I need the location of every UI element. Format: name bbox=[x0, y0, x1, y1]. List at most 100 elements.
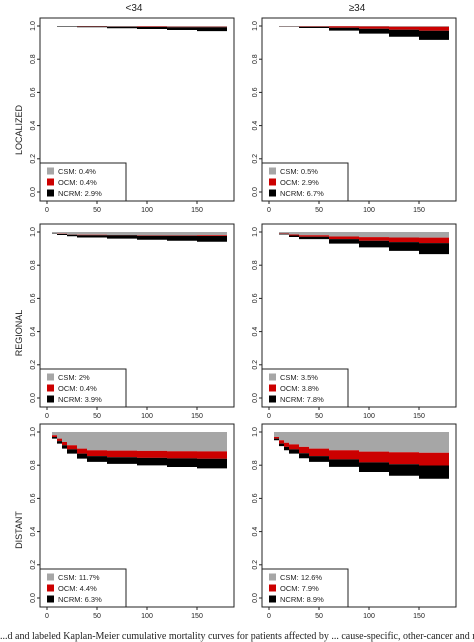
x-tick-label-regional-ge34: 50 bbox=[315, 413, 323, 420]
area-ocm-localized-lt34 bbox=[47, 26, 227, 28]
area-ncrm-localized-lt34 bbox=[47, 26, 227, 33]
legend-label-ncrm: NCRM: 7.8% bbox=[280, 395, 324, 404]
legend-swatch-csm bbox=[269, 167, 276, 175]
legend-label-ncrm: NCRM: 8.9% bbox=[280, 595, 324, 604]
plot-frame-distant-ge34 bbox=[261, 423, 457, 608]
y-tick-label-distant-lt34: 0.8 bbox=[30, 460, 37, 470]
panel-regional-lt34: 0.0 0.2 0.4 0.6 0.8 1.0 0 50 100 150 CSM: 2% OCM: 0… bbox=[30, 223, 235, 420]
y-tick-label-distant-ge34: 0.6 bbox=[252, 493, 259, 503]
legend-label-ncrm: NCRM: 6.3% bbox=[58, 595, 102, 604]
legend-swatch-ncrm bbox=[269, 395, 276, 403]
x-tick-label-regional-lt34: 100 bbox=[141, 413, 153, 420]
legend-label-ocm: OCM: 0.4% bbox=[58, 178, 97, 187]
y-tick-label-localized-ge34: 0.0 bbox=[252, 187, 259, 197]
legend-label-ocm: OCM: 0.4% bbox=[58, 384, 97, 393]
legend-swatch-csm bbox=[269, 573, 276, 581]
legend-label-ocm: OCM: 3.8% bbox=[280, 384, 319, 393]
y-tick-label-localized-lt34: 0.0 bbox=[30, 187, 37, 197]
y-tick-label-regional-lt34: 0.6 bbox=[30, 293, 37, 303]
legend-box bbox=[261, 368, 349, 408]
area-csm-regional-ge34 bbox=[269, 232, 449, 238]
y-tick-label-localized-lt34: 0.2 bbox=[30, 154, 37, 164]
legend-distant-ge34: CSM: 12.6% OCM: 7.9% NCRM: 8.9% bbox=[261, 568, 349, 608]
x-tick-label-localized-lt34: 50 bbox=[93, 207, 101, 214]
y-tick-label-localized-ge34: 0.2 bbox=[252, 154, 259, 164]
area-csm-distant-ge34 bbox=[269, 432, 449, 453]
area-ocm-regional-lt34 bbox=[47, 232, 227, 236]
area-csm-distant-lt34 bbox=[47, 432, 227, 452]
legend-swatch-ocm bbox=[47, 584, 54, 592]
legend-label-ncrm: NCRM: 3.9% bbox=[58, 395, 102, 404]
row-label-localized: LOCALIZED bbox=[14, 104, 24, 155]
legend-label-ocm: OCM: 7.9% bbox=[280, 584, 319, 593]
plot-frame-distant-lt34 bbox=[39, 423, 235, 608]
area-ncrm-distant-lt34 bbox=[47, 432, 227, 470]
legend-swatch-csm bbox=[269, 373, 276, 381]
y-tick-label-regional-ge34: 0.0 bbox=[252, 393, 259, 403]
plot-frame-localized-ge34 bbox=[261, 17, 457, 202]
y-tick-label-localized-lt34: 1.0 bbox=[30, 21, 37, 31]
legend-label-ocm: OCM: 2.9% bbox=[280, 178, 319, 187]
x-tick-label-localized-ge34: 150 bbox=[413, 207, 425, 214]
area-ncrm-localized-ge34 bbox=[269, 26, 449, 43]
y-tick-label-regional-ge34: 0.6 bbox=[252, 293, 259, 303]
legend-swatch-ocm bbox=[269, 178, 276, 186]
x-tick-label-localized-lt34: 0 bbox=[45, 207, 49, 214]
legend-swatch-ncrm bbox=[47, 395, 54, 403]
legend-regional-ge34: CSM: 3.5% OCM: 3.8% NCRM: 7.8% bbox=[261, 368, 349, 408]
x-tick-label-distant-ge34: 0 bbox=[267, 613, 271, 620]
x-tick-label-localized-ge34: 0 bbox=[267, 207, 271, 214]
y-tick-label-distant-ge34: 0.2 bbox=[252, 560, 259, 570]
y-tick-label-localized-lt34: 0.4 bbox=[30, 121, 37, 131]
figure-caption: ...d and labeled Kaplan-Meier cumulative… bbox=[0, 631, 474, 642]
y-tick-label-distant-ge34: 0.4 bbox=[252, 527, 259, 537]
area-ncrm-distant-ge34 bbox=[269, 432, 449, 481]
column-header-ge34: ≥34 bbox=[349, 3, 366, 14]
plot-frame-localized-lt34 bbox=[39, 17, 235, 202]
legend-swatch-csm bbox=[47, 573, 54, 581]
legend-swatch-ocm bbox=[269, 384, 276, 392]
y-tick-label-regional-lt34: 0.8 bbox=[30, 260, 37, 270]
x-tick-label-regional-ge34: 150 bbox=[413, 413, 425, 420]
legend-box bbox=[39, 162, 127, 202]
legend-label-csm: CSM: 2% bbox=[58, 373, 90, 382]
y-tick-label-localized-ge34: 0.4 bbox=[252, 121, 259, 131]
area-csm-regional-lt34 bbox=[47, 232, 227, 236]
legend-label-ncrm: NCRM: 6.7% bbox=[280, 189, 324, 198]
legend-box bbox=[261, 568, 349, 608]
y-tick-label-localized-ge34: 0.8 bbox=[252, 54, 259, 64]
x-tick-label-regional-lt34: 150 bbox=[191, 413, 203, 420]
row-label-distant: DISTANT bbox=[14, 511, 24, 549]
x-tick-label-regional-ge34: 0 bbox=[267, 413, 271, 420]
y-tick-label-distant-ge34: 0.8 bbox=[252, 460, 259, 470]
x-tick-label-localized-lt34: 100 bbox=[141, 207, 153, 214]
row-label-regional: REGIONAL bbox=[14, 310, 24, 357]
x-tick-label-localized-lt34: 150 bbox=[191, 207, 203, 214]
legend-swatch-ocm bbox=[47, 178, 54, 186]
legend-swatch-csm bbox=[47, 167, 54, 175]
y-tick-label-distant-lt34: 0.0 bbox=[30, 593, 37, 603]
x-tick-label-localized-ge34: 100 bbox=[363, 207, 375, 214]
y-tick-label-localized-lt34: 0.6 bbox=[30, 87, 37, 97]
legend-box bbox=[39, 368, 127, 408]
y-tick-label-regional-ge34: 0.2 bbox=[252, 360, 259, 370]
legend-label-csm: CSM: 3.5% bbox=[280, 373, 318, 382]
legend-swatch-ncrm bbox=[269, 189, 276, 197]
area-ncrm-regional-lt34 bbox=[47, 232, 227, 243]
area-ocm-regional-ge34 bbox=[269, 232, 449, 245]
y-tick-label-regional-ge34: 0.4 bbox=[252, 327, 259, 337]
area-ocm-distant-ge34 bbox=[269, 432, 449, 466]
legend-distant-lt34: CSM: 11.7% OCM: 4.4% NCRM: 6.3% bbox=[39, 568, 127, 608]
legend-label-ocm: OCM: 4.4% bbox=[58, 584, 97, 593]
plot-frame-regional-lt34 bbox=[39, 223, 235, 408]
y-tick-label-regional-ge34: 1.0 bbox=[252, 227, 259, 237]
y-tick-label-distant-ge34: 1.0 bbox=[252, 427, 259, 437]
panel-localized-lt34: 0.0 0.2 0.4 0.6 0.8 1.0 0 50 100 150 CSM: 0.4% OCM:… bbox=[30, 17, 235, 214]
plot-frame-regional-ge34 bbox=[261, 223, 457, 408]
x-tick-label-regional-lt34: 0 bbox=[45, 413, 49, 420]
legend-swatch-ncrm bbox=[47, 595, 54, 603]
legend-label-ncrm: NCRM: 2.9% bbox=[58, 189, 102, 198]
column-header-lt34: <34 bbox=[126, 3, 143, 14]
x-tick-label-distant-lt34: 0 bbox=[45, 613, 49, 620]
x-tick-label-distant-lt34: 100 bbox=[141, 613, 153, 620]
